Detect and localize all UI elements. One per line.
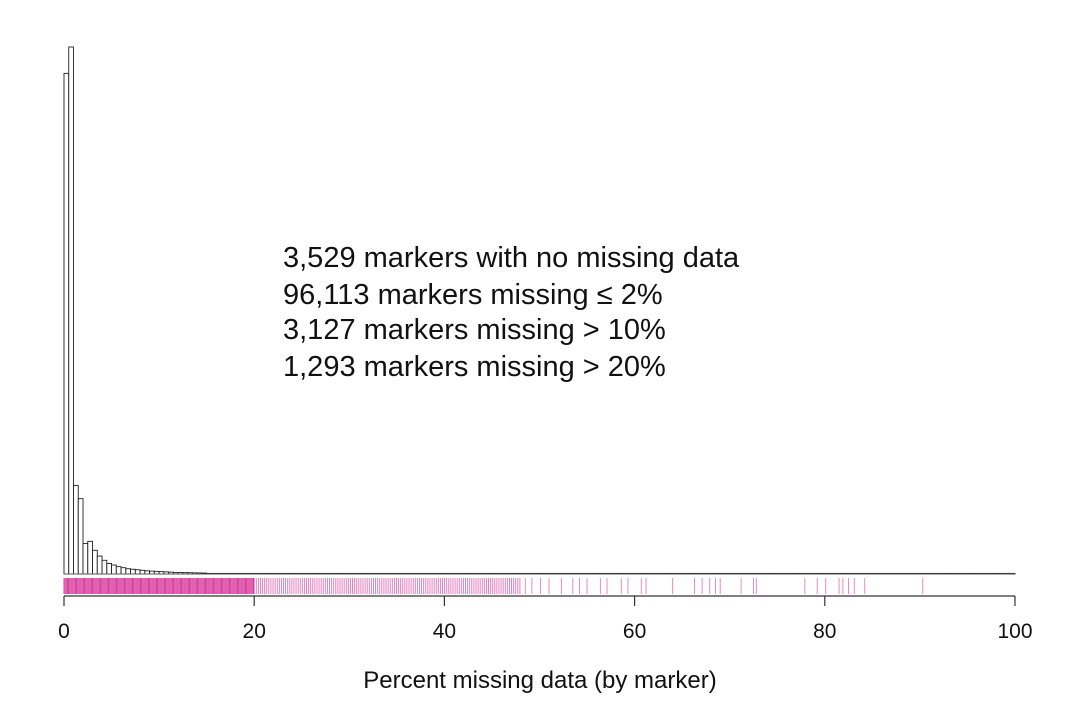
histogram-bar: [130, 568, 136, 575]
annotation-missing-le-2: 96,113 markers missing ≤ 2%: [283, 279, 663, 311]
histogram-bar: [134, 569, 141, 575]
histogram-bar: [87, 540, 93, 575]
histogram-bar: [125, 568, 132, 575]
histogram-bar: [96, 555, 103, 575]
histogram-bar: [68, 46, 74, 575]
histogram-bar: [73, 485, 79, 575]
x-tick-label: 100: [997, 620, 1032, 643]
histogram-bar: [115, 566, 122, 575]
histogram-bar: [101, 559, 108, 575]
x-tick-label: 20: [243, 620, 266, 643]
annotation-missing-gt-10: 3,127 markers missing > 10%: [283, 314, 666, 346]
x-tick-label: 0: [58, 620, 70, 643]
x-axis-title: Percent missing data (by marker): [363, 667, 716, 694]
x-tick-label: 80: [813, 620, 836, 643]
annotation-no-missing: 3,529 markers with no missing data: [283, 242, 740, 274]
histogram-bar: [139, 569, 146, 575]
histogram-bar: [106, 563, 113, 575]
histogram-bar: [82, 542, 89, 575]
rug-plot: [63, 578, 924, 594]
x-tick-label: 60: [623, 620, 646, 643]
histogram-bar: [63, 72, 70, 575]
x-axis-ticks: 0 20 40 60 80 100: [58, 596, 1033, 643]
histogram-bar: [92, 549, 98, 575]
histogram-bar: [120, 567, 127, 575]
histogram-bar: [77, 498, 84, 575]
x-tick-label: 40: [433, 620, 456, 643]
annotation-missing-gt-20: 1,293 markers missing > 20%: [283, 351, 666, 383]
histogram-bar: [111, 564, 117, 575]
